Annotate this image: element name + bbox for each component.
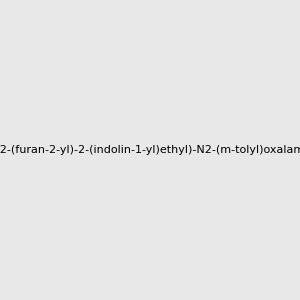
Text: N1-(2-(furan-2-yl)-2-(indolin-1-yl)ethyl)-N2-(m-tolyl)oxalamide: N1-(2-(furan-2-yl)-2-(indolin-1-yl)ethyl… (0, 145, 300, 155)
